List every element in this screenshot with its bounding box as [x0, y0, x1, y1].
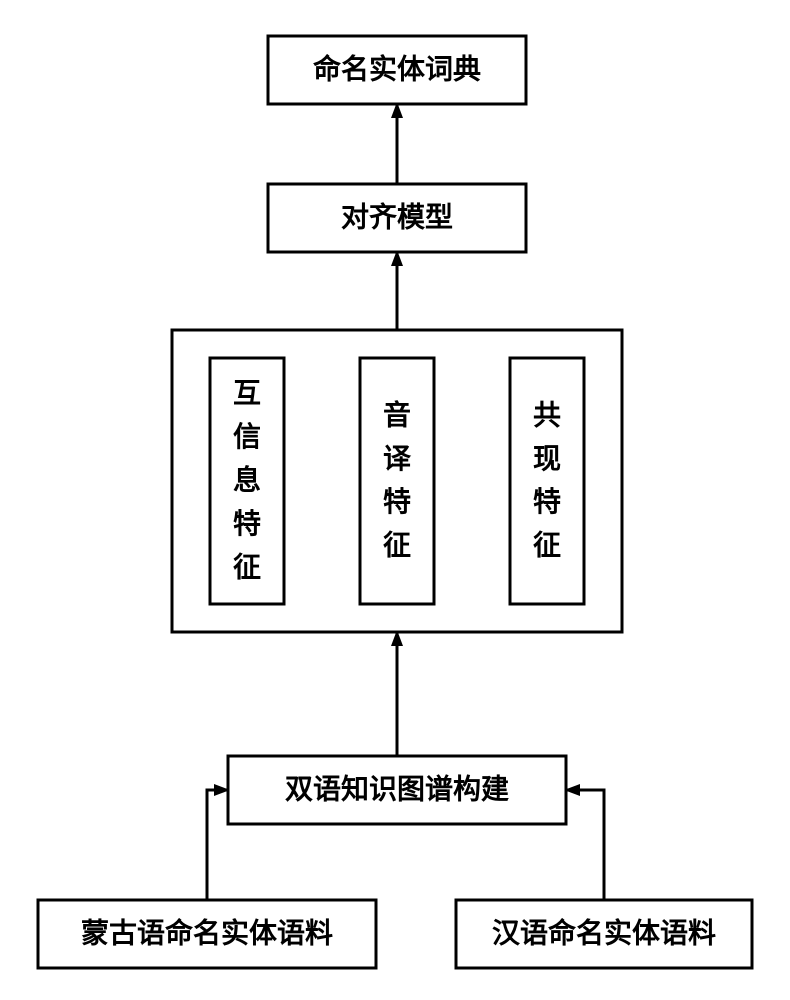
node-feat2-label: 征	[383, 530, 411, 562]
node-feat1-label: 征	[233, 551, 261, 583]
node-feat1: 互信息特征	[210, 358, 284, 604]
node-top: 命名实体词典	[268, 36, 526, 104]
node-feat1-label: 互	[233, 379, 261, 410]
node-feat2: 音译特征	[360, 358, 434, 604]
node-mongol-label: 蒙古语命名实体语料	[81, 917, 333, 950]
node-feat1-label: 信	[233, 421, 261, 453]
node-feat2-label: 特	[383, 486, 411, 518]
node-kg-label: 双语知识图谱构建	[285, 773, 509, 806]
flowchart-canvas: 命名实体词典对齐模型互信息特征音译特征共现特征双语知识图谱构建蒙古语命名实体语料…	[0, 0, 790, 1000]
node-align-label: 对齐模型	[341, 202, 453, 234]
node-feat3-label: 共	[533, 399, 561, 431]
node-chinese-label: 汉语命名实体语料	[492, 917, 716, 950]
node-feat1-label: 息	[233, 464, 261, 497]
node-feat3: 共现特征	[510, 358, 584, 604]
node-feat2-label: 译	[383, 443, 412, 475]
node-feat3-label: 现	[533, 444, 561, 475]
node-chinese: 汉语命名实体语料	[456, 900, 752, 968]
node-feat3-label: 特	[533, 486, 561, 518]
node-feat2-label: 音	[383, 398, 411, 431]
node-top-label: 命名实体词典	[313, 53, 481, 86]
node-align: 对齐模型	[268, 184, 526, 252]
edge-chinese-kg	[566, 790, 604, 900]
node-kg: 双语知识图谱构建	[228, 756, 566, 824]
node-mongol: 蒙古语命名实体语料	[38, 900, 376, 968]
node-feat3-label: 征	[533, 530, 561, 562]
node-feat1-label: 特	[233, 508, 261, 540]
edge-mongol-kg	[207, 790, 228, 900]
